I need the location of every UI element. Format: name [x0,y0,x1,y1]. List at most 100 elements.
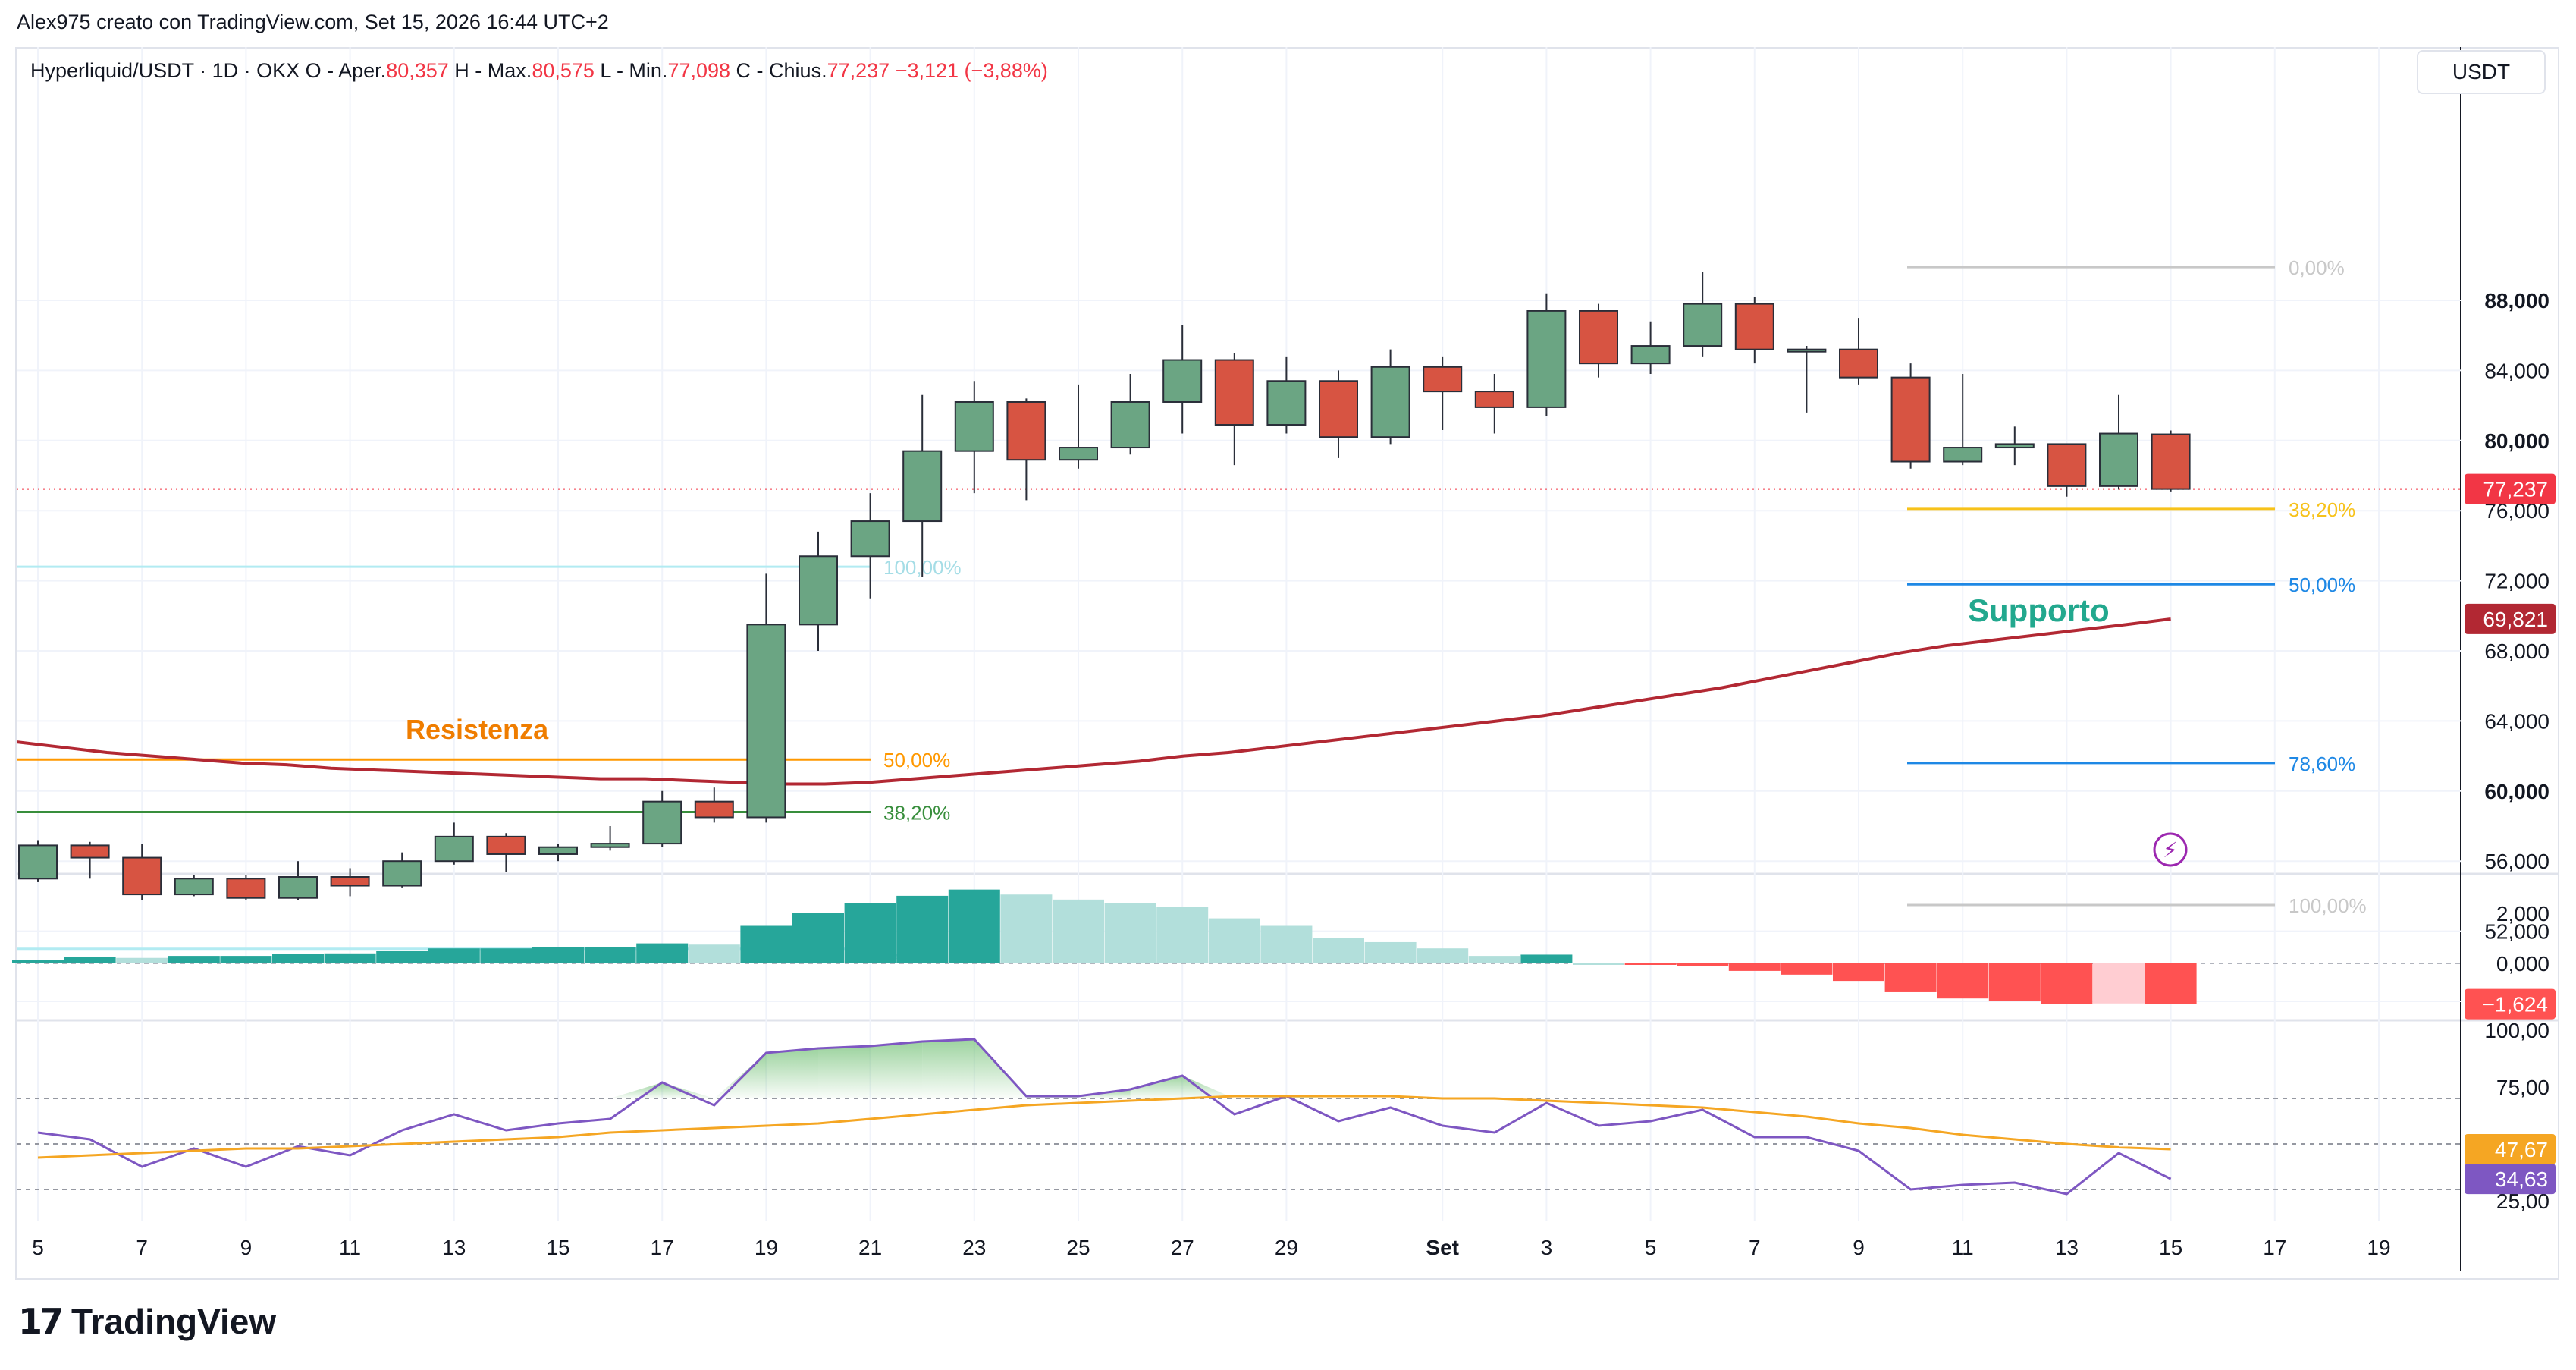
rsi-overbought-fill [922,1039,974,1098]
macd-histogram-bar [1260,925,1313,963]
rsi-overbought-fill [662,1082,714,1098]
rsi-overbought-fill [1130,1076,1183,1098]
macd-histogram-bar [1364,941,1417,963]
legend-high-label: H - Max. [454,59,532,82]
candle-body [1734,303,1774,350]
time-tick-label: 15 [2159,1236,2182,1259]
candle-body [850,520,890,558]
symbol-legend: Hyperliquid/USDT · 1D · OKX O - Aper.80,… [30,59,1048,83]
rsi-overbought-fill [818,1046,871,1098]
candle-body [1006,401,1046,461]
candle-body [954,401,994,452]
candle-body [278,875,318,899]
candle-body [1787,348,1827,353]
macd-value-tag: −1,624 [2483,993,2548,1017]
macd-histogram-bar [64,957,116,963]
candle-body [538,846,578,855]
candle-body [2151,433,2191,490]
candle-body [799,555,838,626]
rsi-value-tag: 34,63 [2495,1167,2548,1191]
macd-histogram-bar [220,956,272,963]
macd-histogram-bar [428,948,480,963]
candle-body [122,856,162,896]
candle-body [1683,303,1723,347]
tradingview-logo[interactable]: 17 TradingView [18,1301,276,1342]
fib-level-label: 50,00% [2289,573,2355,596]
macd-histogram-bar [1520,954,1573,963]
time-tick-label: 13 [2055,1236,2079,1259]
candle-body [1474,391,1514,408]
rsi-value-tag-bg [2465,1164,2556,1195]
last-price-tag: 77,237 [2483,478,2548,501]
macd-histogram-bar [1833,963,1884,982]
macd-histogram-bar [1208,918,1260,963]
candle-body [1214,359,1254,426]
time-tick-label: 27 [1171,1236,1194,1259]
price-tick-label: 56,000 [2484,850,2549,873]
candle-body [694,800,734,819]
fib-level-label: 0,00% [2289,256,2345,279]
ma-value-tag: 69,821 [2483,608,2548,631]
legend-low-value: 77,098 [667,59,731,82]
rsi-ma-line [37,1095,2171,1159]
macd-histogram-bar [688,944,740,963]
candle-body [1994,443,2035,449]
candle-body [590,843,630,848]
price-tick-label: 64,000 [2484,709,2549,733]
candle-body [1319,380,1358,438]
candle-body [1059,447,1098,461]
legend-symbol[interactable]: Hyperliquid/USDT · 1D · OKX [30,59,300,82]
macd-histogram-bar [116,957,168,963]
resistenza-annotation: Resistenza [406,714,549,745]
price-tick-label: 52,000 [2484,920,2549,944]
time-tick-label: 7 [1749,1236,1761,1259]
time-tick-label: 17 [2263,1236,2286,1259]
time-tick-label: 19 [755,1236,778,1259]
time-tick-label: 13 [442,1236,466,1259]
macd-histogram-bar [1417,948,1469,963]
macd-histogram-bar [2145,963,2197,1004]
time-tick-label: 23 [962,1236,986,1259]
chart-frame [15,47,2559,1280]
rsi-overbought-fill [714,1053,767,1098]
macd-histogram-bar [1313,938,1364,963]
rsi-overbought-fill [610,1082,663,1098]
macd-histogram-bar [1468,956,1520,963]
macd-histogram-bar [1677,963,1729,966]
candle-body [1162,359,1203,403]
rsi-overbought-fill [870,1042,923,1098]
time-tick-label: 5 [1645,1236,1657,1259]
time-tick-label: 29 [1275,1236,1298,1259]
time-tick-label: 25 [1066,1236,1090,1259]
time-tick-label: 3 [1541,1236,1553,1259]
macd-histogram-bar [844,903,896,963]
fib-level-label: 100,00% [2289,894,2367,917]
macd-histogram-bar [1884,963,1937,992]
macd-histogram-bar [480,948,532,963]
candle-body [902,450,943,523]
time-tick-label: 17 [651,1236,674,1259]
candle-body [642,800,682,845]
candle-body [746,624,786,819]
macd-histogram-bar [896,895,949,963]
price-tick-label: 88,000 [2484,289,2549,313]
rsi-line [37,1038,2172,1196]
moving-average-line [17,617,2171,786]
macd-histogram-bar [1053,899,1104,963]
macd-histogram-bar [1000,894,1053,963]
supporto-annotation: Supporto [1968,592,2110,628]
rsi-tick-label: 75,00 [2496,1076,2549,1099]
macd-histogram-bar [1573,963,1624,965]
macd-value-tag-bg [2465,988,2556,1020]
macd-histogram-bar [324,953,376,963]
legend-close-label: C - Chius. [736,59,827,82]
fib-level-label: 38,20% [2289,498,2355,521]
time-tick-label: 7 [136,1236,148,1259]
macd-histogram-bar [740,925,792,963]
chart-watermark-header: Alex975 creato con TradingView.com, Set … [17,11,609,33]
currency-button[interactable]: USDT [2417,50,2546,94]
candle-body [174,878,214,896]
macd-histogram-bar [948,889,1000,963]
macd-histogram-bar [636,943,689,963]
